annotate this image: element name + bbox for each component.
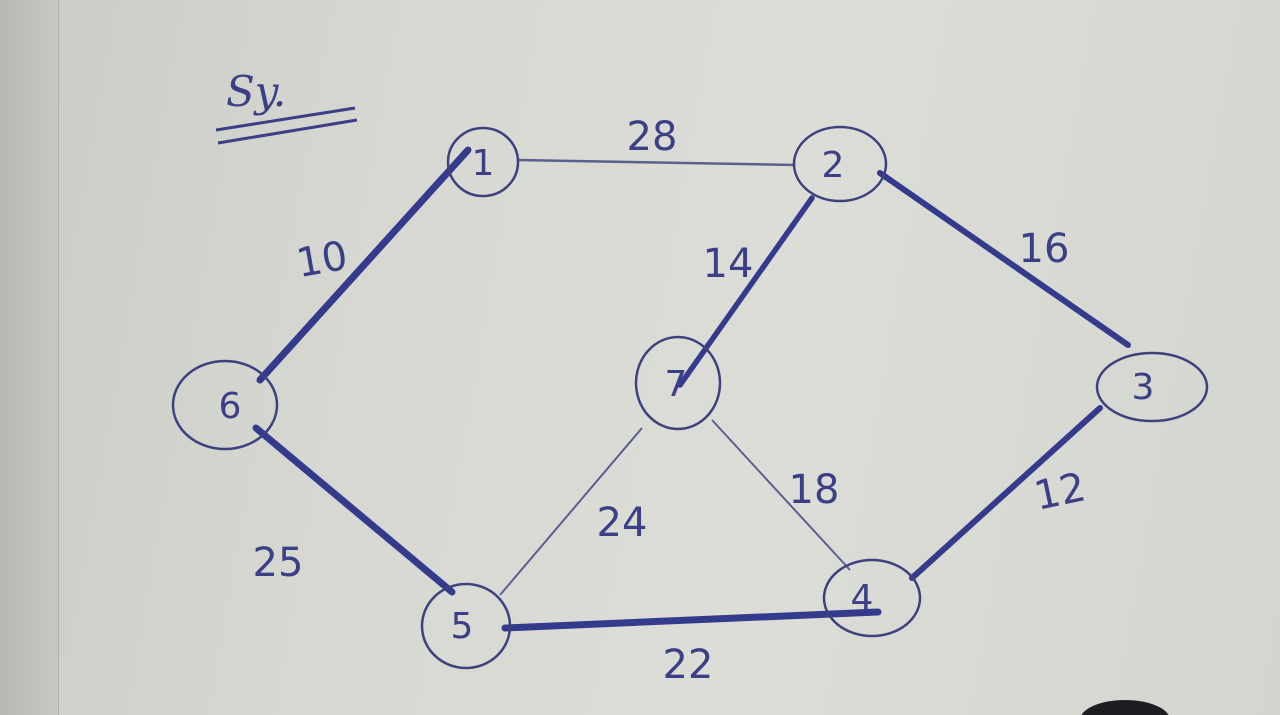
edges xyxy=(252,146,1131,632)
edge-7-4 xyxy=(711,419,851,571)
edge-5-4 xyxy=(501,608,882,632)
node-circle xyxy=(634,335,722,431)
edge-6-5 xyxy=(252,424,456,596)
node-label: 2 xyxy=(822,145,845,186)
edge-2-7 xyxy=(677,195,815,388)
heading-text: Sy. xyxy=(226,67,286,116)
weight-7-5: 24 xyxy=(597,500,648,546)
node-circle xyxy=(446,126,520,198)
weight-2-3: 16 xyxy=(1019,226,1070,272)
node-label: 4 xyxy=(851,578,874,619)
weight-5-4: 22 xyxy=(663,642,714,688)
edge-3-4 xyxy=(909,405,1103,581)
edge-2-3 xyxy=(877,170,1131,348)
node-circle xyxy=(792,125,888,203)
node-1: 1 xyxy=(446,126,520,198)
node-circle xyxy=(171,359,279,451)
ink-blot xyxy=(1080,700,1170,715)
node-circle xyxy=(1095,351,1209,423)
node-label: 7 xyxy=(665,364,688,405)
paper-left-edge xyxy=(0,0,59,715)
nodes: 1 2 3 4 5 6 7 xyxy=(171,125,1209,670)
node-label: 3 xyxy=(1132,367,1155,408)
weight-1-6: 10 xyxy=(293,233,351,287)
node-label: 6 xyxy=(219,386,242,427)
weight-3-4: 12 xyxy=(1030,464,1089,520)
node-4: 4 xyxy=(822,558,922,638)
node-label: 1 xyxy=(472,143,495,184)
weight-1-2: 28 xyxy=(627,114,678,160)
edge-1-6 xyxy=(256,146,472,384)
heading-underline-1 xyxy=(215,106,356,132)
edge-7-5 xyxy=(499,427,643,596)
weight-6-5: 25 xyxy=(253,540,304,586)
node-circle xyxy=(420,582,512,670)
heading-underline-2 xyxy=(217,118,358,145)
edge-1-2 xyxy=(517,158,796,167)
node-7: 7 xyxy=(634,335,722,431)
heading: Sy. xyxy=(215,67,358,145)
node-6: 6 xyxy=(171,359,279,451)
node-2: 2 xyxy=(792,125,888,203)
weight-7-4: 18 xyxy=(789,467,840,513)
node-5: 5 xyxy=(420,582,512,670)
node-3: 3 xyxy=(1095,351,1209,423)
edge-weights: 28 10 14 16 12 18 24 25 22 xyxy=(253,114,1090,688)
node-circle xyxy=(822,558,922,638)
node-label: 5 xyxy=(451,606,474,647)
weight-2-7: 14 xyxy=(703,241,754,287)
